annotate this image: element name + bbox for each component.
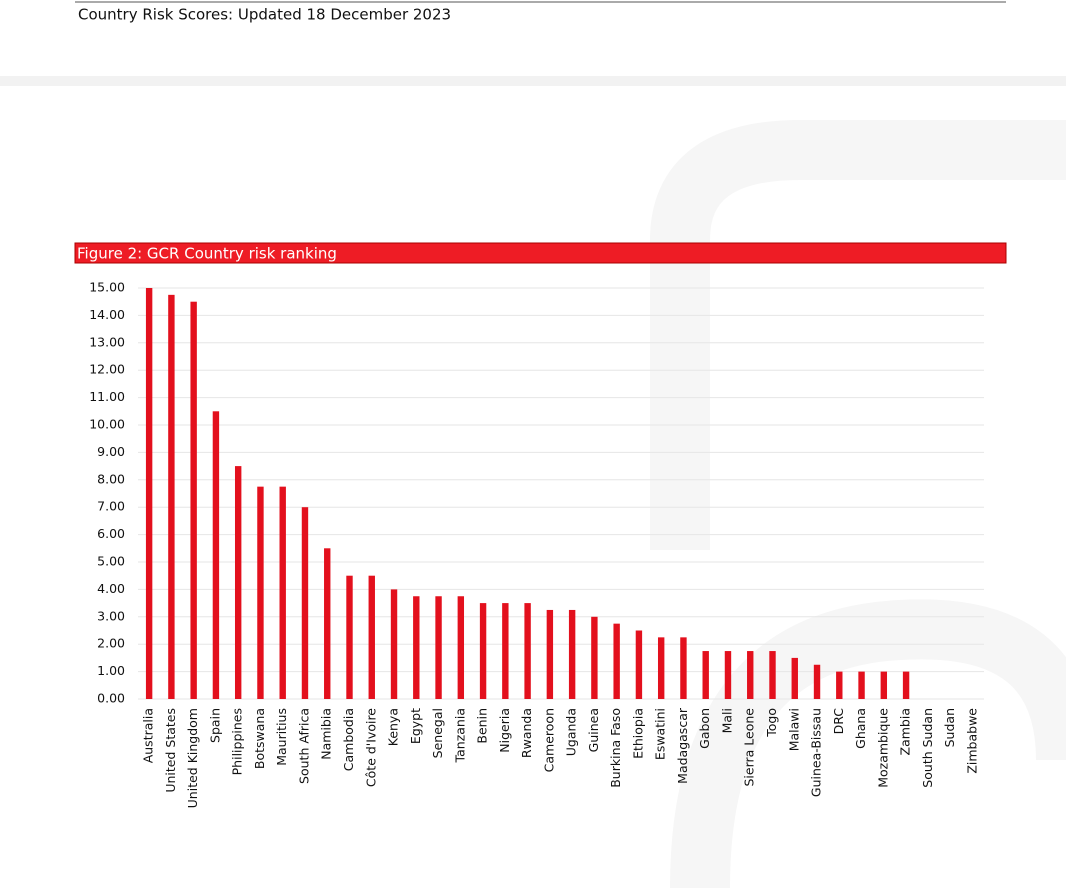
y-tick-label: 1.00 — [97, 663, 125, 678]
x-tick-label: Kenya — [386, 708, 401, 746]
x-tick-label: Spain — [207, 708, 222, 743]
x-tick-label: Mali — [719, 708, 734, 733]
bar — [747, 651, 754, 699]
x-tick-label: Mozambique — [875, 708, 890, 788]
bar — [724, 651, 732, 699]
bar — [791, 657, 798, 699]
bar — [813, 664, 821, 699]
bar — [413, 596, 420, 699]
x-tick-label: Uganda — [564, 708, 579, 756]
y-tick-label: 13.00 — [89, 334, 125, 349]
page-separator — [0, 76, 1066, 86]
x-tick-label: DRC — [831, 708, 846, 735]
watermark — [650, 120, 1066, 888]
x-tick-label: Guinea-Bissau — [809, 708, 824, 797]
bar — [502, 603, 509, 699]
x-tick-label: Malawi — [786, 708, 801, 751]
x-tick-label: United States — [163, 708, 178, 793]
y-tick-label: 14.00 — [89, 307, 125, 322]
bar — [546, 609, 554, 699]
bar — [836, 671, 843, 699]
x-tick-label: Côte d'Ivoire — [363, 708, 378, 787]
x-tick-label: Gabon — [697, 708, 712, 749]
x-tick-label: Ghana — [853, 708, 868, 749]
x-tick-label: Eswatini — [653, 708, 668, 760]
bar — [257, 486, 264, 699]
bar — [190, 301, 197, 699]
chart-title: Figure 2: GCR Country risk ranking — [77, 245, 337, 263]
y-tick-label: 7.00 — [97, 499, 125, 514]
bar — [145, 288, 153, 699]
y-tick-label: 11.00 — [89, 389, 125, 404]
x-tick-label: South Sudan — [920, 708, 935, 788]
bar — [635, 630, 643, 699]
bar — [591, 616, 598, 699]
y-tick-label: 15.00 — [89, 280, 125, 295]
x-tick-label: United Kingdom — [185, 708, 200, 808]
x-tick-label: Senegal — [430, 708, 445, 758]
bar — [524, 603, 531, 699]
x-tick-label: Australia — [141, 708, 156, 763]
header-text: Country Risk Scores: Updated 18 December… — [78, 6, 451, 24]
x-tick-label: Togo — [764, 708, 779, 738]
bar — [657, 637, 665, 699]
bar — [324, 548, 331, 699]
bar — [435, 596, 442, 699]
bar — [769, 651, 776, 699]
x-tick-label: Mauritius — [274, 708, 289, 766]
bar — [168, 294, 175, 699]
bar — [234, 466, 242, 699]
x-tick-label: Philippines — [230, 708, 245, 775]
bar — [279, 486, 286, 699]
bar — [212, 411, 220, 699]
x-tick-label: Nigeria — [497, 708, 512, 753]
bar — [301, 507, 309, 699]
bar — [346, 575, 353, 699]
x-tick-label: Sierra Leone — [742, 708, 757, 787]
x-tick-label: Ethiopia — [630, 708, 645, 759]
x-tick-label: Rwanda — [519, 708, 534, 758]
bar — [680, 637, 687, 699]
bar — [902, 671, 910, 699]
x-tick-label: Sudan — [942, 708, 957, 747]
bar — [880, 671, 888, 699]
x-tick-label: Cambodia — [341, 708, 356, 771]
bar — [568, 609, 576, 699]
x-tick-label: Guinea — [586, 708, 601, 752]
x-tick-label: South Africa — [296, 708, 311, 784]
y-tick-label: 12.00 — [89, 362, 125, 377]
y-tick-label: 0.00 — [97, 691, 125, 706]
x-tick-label: Tanzania — [452, 708, 467, 763]
y-tick-label: 10.00 — [89, 417, 125, 432]
y-tick-label: 3.00 — [97, 608, 125, 623]
bar — [479, 603, 487, 699]
figure-title-bar — [74, 242, 1007, 264]
x-tick-label: Zimbabwe — [964, 708, 979, 774]
x-tick-label: Botswana — [252, 708, 267, 769]
x-tick-label: Egypt — [408, 708, 423, 744]
bar — [390, 589, 398, 699]
bar — [368, 575, 375, 699]
x-tick-label: Namibia — [319, 708, 334, 760]
x-tick-label: Zambia — [898, 708, 913, 755]
y-tick-label: 5.00 — [97, 554, 125, 569]
y-tick-label: 9.00 — [97, 444, 125, 459]
y-tick-label: 2.00 — [97, 636, 125, 651]
y-tick-label: 4.00 — [97, 581, 125, 596]
x-tick-label: Cameroon — [541, 708, 556, 772]
x-tick-label: Madagascar — [675, 707, 690, 784]
bar — [702, 651, 709, 699]
y-tick-label: 8.00 — [97, 471, 125, 486]
bar — [858, 671, 865, 699]
y-tick-label: 6.00 — [97, 526, 125, 541]
bar — [457, 596, 465, 699]
x-tick-label: Benin — [475, 708, 490, 744]
bar — [613, 623, 620, 699]
x-tick-label: Burkina Faso — [608, 708, 623, 788]
